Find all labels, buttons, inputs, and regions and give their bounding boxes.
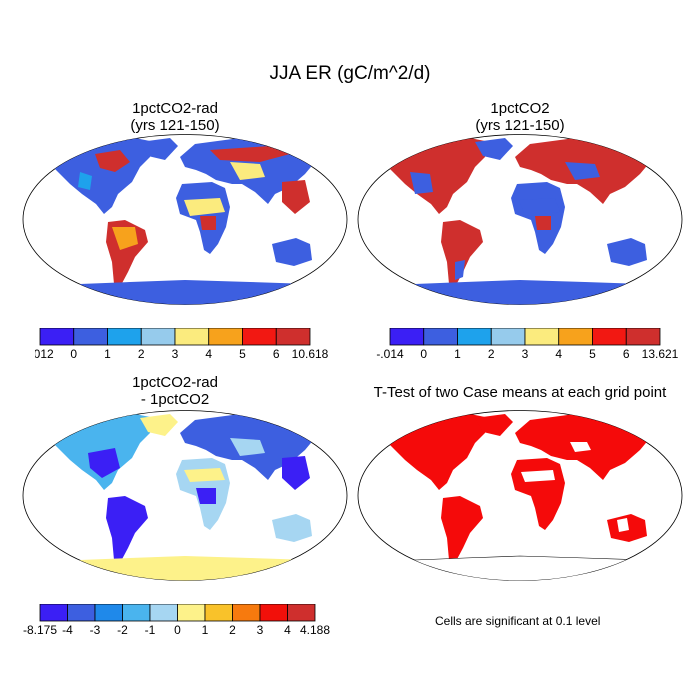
- colorbar-2-swatch-7: [625, 327, 661, 346]
- colorbar-3-swatch-7: [232, 603, 261, 622]
- panel-4-title: T-Test of two Case means at each grid po…: [355, 384, 685, 401]
- colorbar-3-swatch-5: [177, 603, 206, 622]
- colorbar-2-label-8: 13.621: [642, 347, 679, 361]
- colorbar-3-label-6: 1: [202, 623, 209, 637]
- colorbar-1-label-4: 3: [172, 347, 179, 361]
- land-antarctica: [359, 555, 681, 581]
- panel-2-title: 1pctCO2 (yrs 121-150): [405, 100, 635, 134]
- land-greenland: [475, 414, 513, 436]
- land-antarctica: [360, 280, 680, 305]
- colorbar-2-svg: -.014 0 1 2 3 4 5 6 13.621: [376, 327, 679, 361]
- colorbar-2: -.014 0 1 2 3 4 5 6 13.621: [370, 327, 685, 364]
- colorbar-3: -8.175 -4 -3 -2 -1 0 1 2 3 4 4.188: [20, 603, 340, 640]
- colorbar-1-svg: -.012 0 1 2 3 4 5 6 10.618: [26, 327, 329, 361]
- panel-3-title-line2: - 1pctCO2: [140, 391, 210, 408]
- colorbar-1-label-7: 6: [273, 347, 280, 361]
- colorbar-3-label-2: -3: [90, 623, 101, 637]
- colorbar-3-swatch-9: [287, 603, 316, 622]
- panel-3-title: 1pctCO2-rad - 1pctCO2: [60, 374, 290, 408]
- colorbar-3-label-3: -2: [117, 623, 128, 637]
- colorbar-3-label-0: -8.175: [23, 623, 57, 637]
- panel-4-title-line1: T-Test of two Case means at each grid po…: [373, 384, 667, 401]
- map-panel-2: [357, 134, 683, 305]
- colorbar-1-swatch-0: [39, 327, 75, 346]
- colorbar-3-label-8: 3: [257, 623, 264, 637]
- colorbar-3-swatch-0: [39, 603, 68, 622]
- land-antarctica: [25, 280, 345, 305]
- colorbar-3-label-4: -1: [145, 623, 156, 637]
- colorbar-2-swatch-4: [524, 327, 560, 346]
- land-south-america: [106, 496, 148, 563]
- colorbar-1-swatch-5: [208, 327, 243, 346]
- colorbar-3-label-10: 4.188: [300, 623, 330, 637]
- colorbar-2-label-5: 4: [555, 347, 562, 361]
- colorbar-3-swatch-2: [94, 603, 123, 622]
- colorbar-3-label-7: 2: [229, 623, 236, 637]
- land-australia: [272, 238, 312, 266]
- panel-3-title-line1: 1pctCO2-rad: [132, 374, 218, 391]
- colorbar-2-label-2: 1: [454, 347, 461, 361]
- colorbar-2-swatch-5: [558, 327, 593, 346]
- land-greenland: [140, 414, 178, 436]
- colorbar-1-label-8: 10.618: [292, 347, 329, 361]
- panel-1-title-line2: (yrs 121-150): [130, 117, 220, 134]
- colorbar-3-swatch-6: [204, 603, 233, 622]
- land-australia: [272, 514, 312, 542]
- colorbar-2-swatch-2: [457, 327, 492, 346]
- panel-2-title-line2: (yrs 121-150): [475, 117, 565, 134]
- colorbar-1-label-3: 2: [138, 347, 145, 361]
- colorbar-2-swatch-6: [592, 327, 627, 346]
- colorbar-1-label-1: 0: [70, 347, 77, 361]
- colorbar-1: -.012 0 1 2 3 4 5 6 10.618: [26, 327, 345, 364]
- colorbar-2-label-0: -.014: [376, 347, 404, 361]
- panel-1-title-line1: 1pctCO2-rad: [132, 100, 218, 117]
- colorbar-3-label-1: -4: [62, 623, 73, 637]
- colorbar-2-label-3: 2: [488, 347, 495, 361]
- colorbar-1-label-0: -.012: [35, 347, 54, 361]
- colorbar-1-swatch-3: [140, 327, 176, 346]
- colorbar-2-swatch-1: [423, 327, 458, 346]
- land-antarctica: [25, 556, 345, 581]
- panel-1-title: 1pctCO2-rad (yrs 121-150): [60, 100, 290, 134]
- colorbar-3-label-5: 0: [174, 623, 181, 637]
- map-panel-4: [357, 410, 683, 581]
- colorbar-1-swatch-7: [275, 327, 311, 346]
- map-panel-3: [22, 410, 348, 581]
- map-panel-1: [22, 134, 348, 305]
- colorbar-3-swatch-8: [259, 603, 288, 622]
- land-australia: [607, 238, 647, 266]
- colorbar-2-label-7: 6: [623, 347, 630, 361]
- colorbar-2-swatch-3: [490, 327, 526, 346]
- panel-2-title-line1: 1pctCO2: [490, 100, 550, 117]
- colorbar-3-label-9: 4: [284, 623, 291, 637]
- colorbar-1-label-2: 1: [104, 347, 111, 361]
- land-south-america: [441, 220, 483, 287]
- colorbar-2-label-6: 5: [589, 347, 596, 361]
- land-greenland: [140, 138, 178, 160]
- colorbar-2-label-1: 0: [420, 347, 427, 361]
- figure-title: JJA ER (gC/m^2/d): [269, 63, 431, 84]
- colorbar-3-swatch-3: [122, 603, 151, 622]
- land-south-america: [441, 496, 483, 563]
- significance-note: Cells are significant at 0.1 level: [435, 614, 601, 628]
- land-greenland: [475, 138, 513, 160]
- colorbar-1-swatch-6: [242, 327, 277, 346]
- colorbar-1-swatch-2: [107, 327, 142, 346]
- colorbar-2-label-4: 3: [522, 347, 529, 361]
- colorbar-3-svg: -8.175 -4 -3 -2 -1 0 1 2 3 4 4.188: [23, 603, 330, 637]
- colorbar-1-swatch-1: [73, 327, 108, 346]
- colorbar-3-swatch-4: [149, 603, 178, 622]
- colorbar-1-label-6: 5: [239, 347, 246, 361]
- colorbar-1-swatch-4: [174, 327, 210, 346]
- colorbar-1-label-5: 4: [205, 347, 212, 361]
- colorbar-3-swatch-1: [67, 603, 96, 622]
- colorbar-2-swatch-0: [389, 327, 425, 346]
